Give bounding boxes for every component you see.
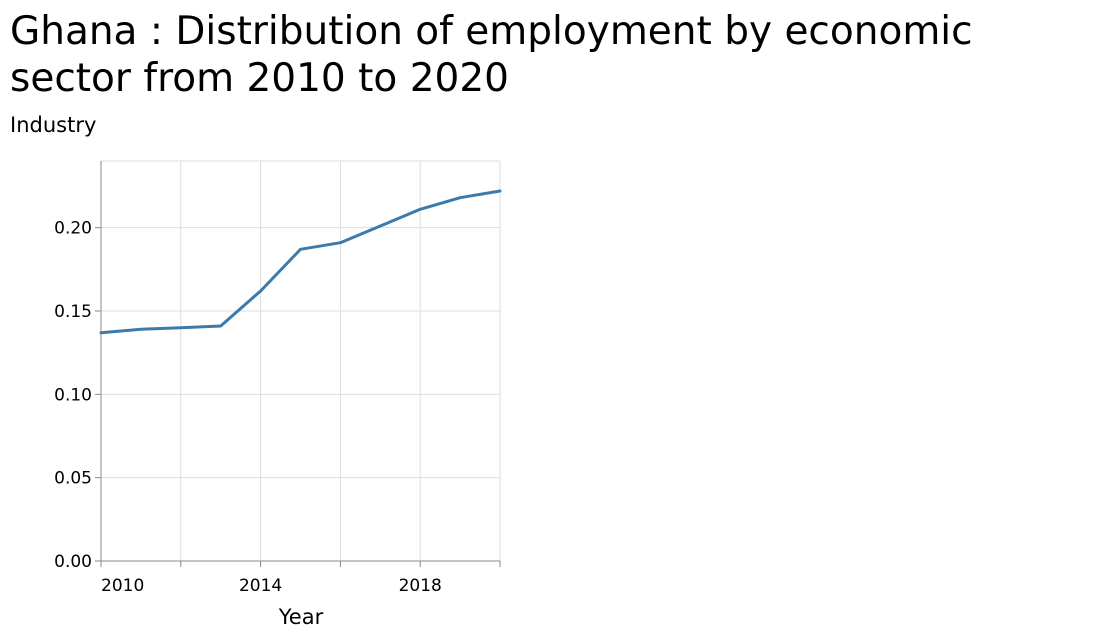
y-tick-label: 0.05 [54,469,92,489]
y-tick-label: 0.00 [54,552,92,572]
chart-title: Ghana : Distribution of employment by ec… [10,9,973,101]
series-line-0 [99,189,502,335]
x-tick-label: 2010 [101,576,144,596]
label-layer: Industry Year [10,113,324,629]
axis-layer: 0.00 0.05 0.10 0.15 0.20 2010 2014 2018 [54,161,501,596]
grid-layer [101,160,501,561]
x-tick-label: 2014 [239,576,282,596]
series-layer [99,189,502,335]
x-tick-label: 2018 [399,576,442,596]
y-axis-title: Industry [10,113,96,137]
y-tick-label: 0.10 [54,385,92,405]
y-tick-label: 0.15 [54,302,92,322]
x-axis-title: Year [278,605,324,629]
y-tick-label: 0.20 [54,219,92,239]
